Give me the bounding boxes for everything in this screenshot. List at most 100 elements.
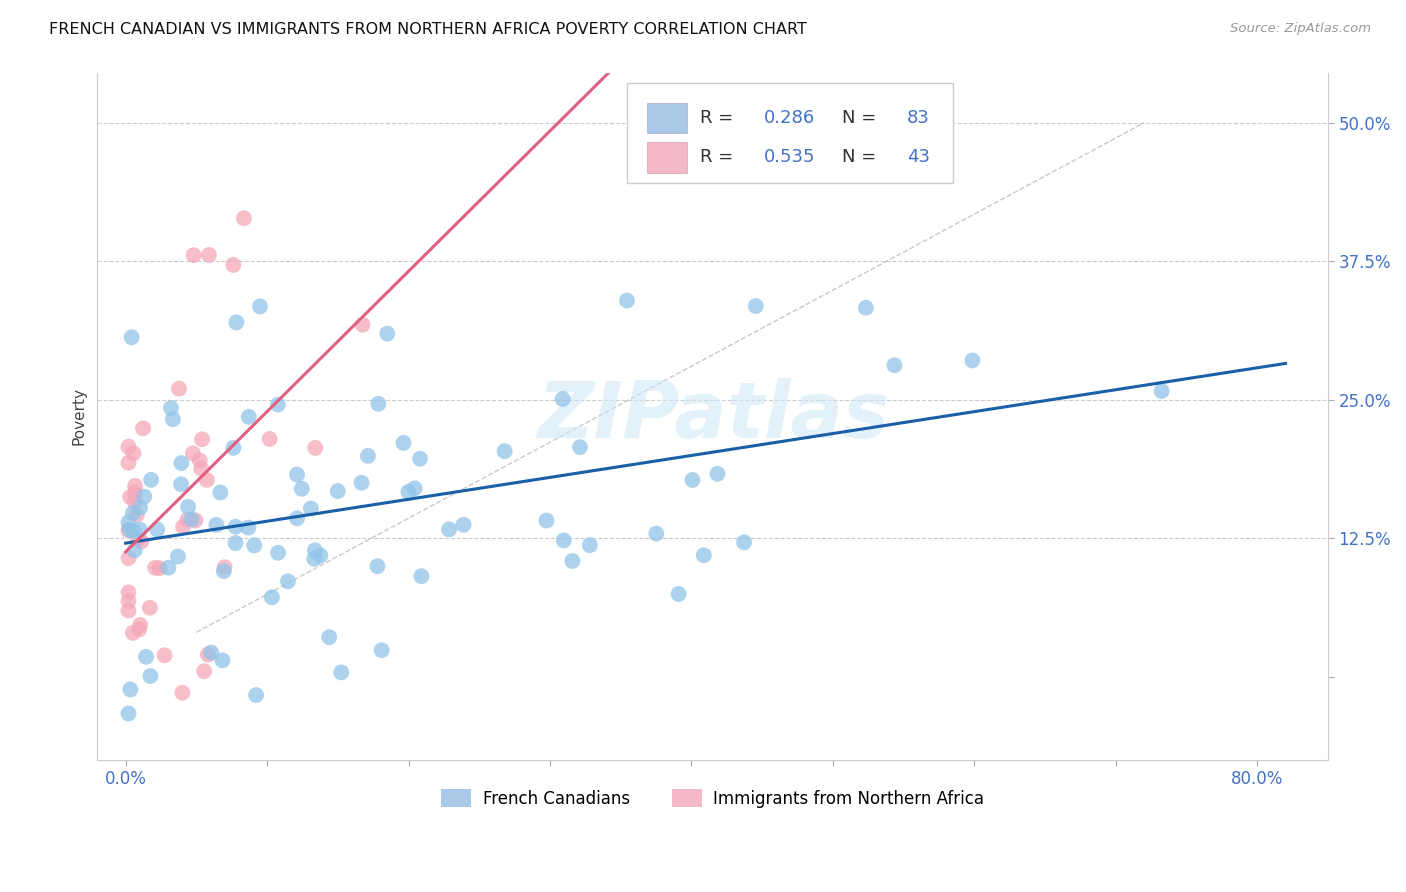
Point xyxy=(125,508,148,522)
Point xyxy=(166,549,188,564)
Point xyxy=(299,501,322,516)
Point xyxy=(962,353,984,368)
Point xyxy=(183,248,205,262)
Point xyxy=(176,513,198,527)
Point xyxy=(536,514,558,528)
Point xyxy=(148,561,170,575)
Point xyxy=(304,441,326,455)
Point xyxy=(285,467,308,482)
Point xyxy=(135,649,157,664)
Point xyxy=(222,441,245,455)
Point xyxy=(616,293,638,308)
Point xyxy=(193,664,215,678)
Point xyxy=(197,648,219,662)
Point xyxy=(117,585,139,599)
Point xyxy=(285,511,308,525)
Point xyxy=(129,534,152,549)
Point xyxy=(326,484,349,499)
Point xyxy=(245,688,267,702)
Point xyxy=(132,421,155,435)
Point xyxy=(117,523,139,537)
Text: 43: 43 xyxy=(907,148,931,166)
Legend: French Canadians, Immigrants from Northern Africa: French Canadians, Immigrants from Northe… xyxy=(434,782,991,814)
Point xyxy=(134,490,156,504)
Point xyxy=(124,494,146,508)
Point xyxy=(352,318,374,332)
Point xyxy=(249,300,271,314)
Point xyxy=(693,548,716,562)
Point xyxy=(494,444,516,458)
Point xyxy=(318,630,340,644)
Point xyxy=(121,330,143,344)
Point xyxy=(128,623,150,637)
Point xyxy=(191,432,214,446)
Point xyxy=(129,500,152,515)
Point xyxy=(225,315,247,329)
Point xyxy=(117,594,139,608)
Point xyxy=(184,513,207,527)
Point xyxy=(706,467,728,481)
Point xyxy=(668,587,690,601)
Point xyxy=(190,461,212,475)
Y-axis label: Poverty: Poverty xyxy=(72,387,86,445)
Point xyxy=(117,551,139,566)
Point xyxy=(398,484,420,499)
Point xyxy=(139,669,162,683)
Text: ZIPatlas: ZIPatlas xyxy=(537,378,889,454)
Point xyxy=(309,549,332,563)
Point xyxy=(745,299,768,313)
Point xyxy=(153,648,176,663)
Point xyxy=(170,456,193,470)
Point xyxy=(437,522,460,536)
Point xyxy=(139,600,162,615)
Text: 0.535: 0.535 xyxy=(765,148,815,166)
FancyBboxPatch shape xyxy=(647,142,686,172)
Point xyxy=(366,559,388,574)
Point xyxy=(200,646,222,660)
Point xyxy=(304,551,326,566)
Text: FRENCH CANADIAN VS IMMIGRANTS FROM NORTHERN AFRICA POVERTY CORRELATION CHART: FRENCH CANADIAN VS IMMIGRANTS FROM NORTH… xyxy=(49,22,807,37)
Text: N =: N = xyxy=(842,148,882,166)
Point xyxy=(561,554,583,568)
Point xyxy=(411,569,433,583)
Point xyxy=(122,506,145,520)
Point xyxy=(304,543,326,558)
Point xyxy=(122,446,145,460)
Point xyxy=(172,686,194,700)
Point xyxy=(579,538,602,552)
Point xyxy=(225,520,247,534)
Point xyxy=(167,382,190,396)
Point xyxy=(160,401,183,415)
Point xyxy=(551,392,574,406)
Point xyxy=(733,535,755,549)
Text: N =: N = xyxy=(842,109,882,127)
Point xyxy=(238,520,260,534)
Point xyxy=(404,482,426,496)
Point xyxy=(267,546,290,560)
Point xyxy=(350,475,373,490)
Point xyxy=(212,564,235,578)
Text: R =: R = xyxy=(700,109,740,127)
Point xyxy=(211,653,233,667)
Point xyxy=(375,326,398,341)
Point xyxy=(120,490,142,504)
Point xyxy=(409,451,432,466)
Point xyxy=(357,449,380,463)
Point xyxy=(177,500,200,514)
FancyBboxPatch shape xyxy=(647,103,686,134)
Text: Source: ZipAtlas.com: Source: ZipAtlas.com xyxy=(1230,22,1371,36)
Point xyxy=(330,665,353,680)
Point xyxy=(855,301,877,315)
Point xyxy=(117,456,139,470)
Point xyxy=(681,473,703,487)
Point xyxy=(180,512,202,526)
Point xyxy=(117,440,139,454)
Point xyxy=(205,518,228,533)
Point xyxy=(162,412,184,426)
Point xyxy=(122,524,145,538)
Text: 0.286: 0.286 xyxy=(765,109,815,127)
Point xyxy=(277,574,299,589)
Point xyxy=(128,523,150,537)
Point xyxy=(129,618,152,632)
Point xyxy=(195,473,218,487)
